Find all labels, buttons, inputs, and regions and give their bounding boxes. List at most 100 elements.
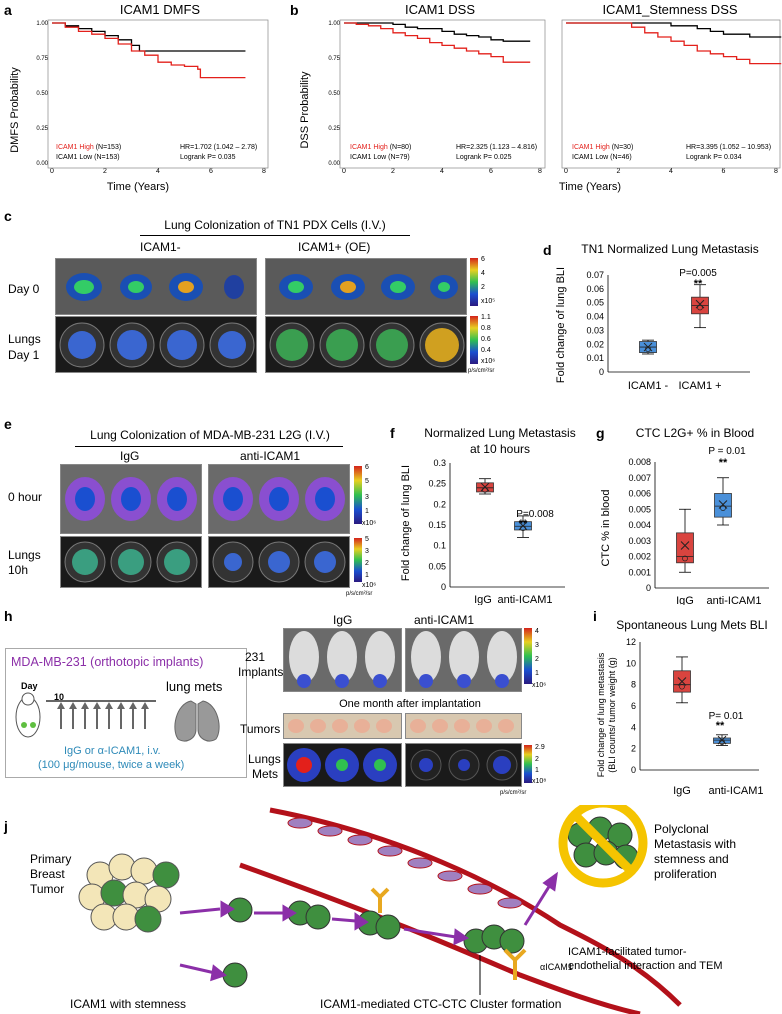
y-tick-label: 0.06 bbox=[586, 284, 604, 294]
plot-frame bbox=[47, 19, 269, 169]
y-tick-label: 0.005 bbox=[628, 504, 651, 514]
day10-label: 10 bbox=[54, 692, 65, 702]
scale-tick: 3 bbox=[365, 494, 369, 501]
y-tick-label: 0.008 bbox=[628, 457, 651, 467]
lung-bli-signal bbox=[59, 322, 255, 368]
x-tick-label: 2 bbox=[617, 168, 621, 175]
legend-low: ICAM1 Low (N=46) bbox=[572, 154, 632, 161]
y-tick-label: 0.04 bbox=[586, 312, 604, 322]
x-tick-label: 8 bbox=[538, 168, 542, 175]
group-label-neg: ICAM1- bbox=[140, 240, 181, 254]
model-label: MDA-MB-231 (orthotopic implants) bbox=[11, 655, 204, 669]
y-ticks: 1.00 0.75 0.50 0.25 0.00 bbox=[328, 21, 340, 167]
y-ticks: 0.3 0.25 0.2 0.15 0.1 0.05 0 bbox=[428, 458, 446, 592]
bli-image-neg-day0 bbox=[55, 258, 257, 315]
x-tick-label: 4 bbox=[156, 168, 160, 175]
logrank-p: Logrank P= 0.035 bbox=[180, 154, 236, 161]
y-tick-label: 2 bbox=[631, 744, 636, 754]
x-tick-label: 6 bbox=[722, 168, 726, 175]
y-ticks: 12 10 8 6 4 2 0 bbox=[626, 637, 636, 775]
scale-tick: 6 bbox=[481, 256, 485, 263]
y-tick-label: 0.1 bbox=[433, 541, 446, 551]
km-chart-stemness-dss: 0 2 4 6 8 ICAM1 High (N=30) ICAM1 Low (N=46)… bbox=[559, 19, 782, 193]
y-axis-label: CTC % in blood bbox=[600, 489, 612, 566]
dose-arrowhead bbox=[141, 702, 149, 709]
lung-bli-signal bbox=[410, 749, 518, 781]
mean-marker bbox=[677, 677, 687, 686]
p-value: P=0.005 bbox=[679, 268, 717, 279]
data-point bbox=[645, 346, 651, 352]
y-tick-label: 0 bbox=[646, 583, 651, 593]
row-label-0hour: 0 hour bbox=[8, 490, 43, 504]
dose-arrowhead bbox=[57, 702, 65, 709]
vessel-wall bbox=[239, 862, 641, 1014]
scale-tick: 1 bbox=[535, 670, 539, 677]
y-tick-label: 0 bbox=[441, 582, 446, 592]
y-axis-label: Fold change of lung BLI bbox=[400, 465, 412, 581]
significance-stars: ** bbox=[719, 457, 728, 469]
color-scale-bar bbox=[524, 745, 532, 783]
poly-text-3: stemness and bbox=[654, 852, 729, 866]
row-label-10h: 10h bbox=[8, 563, 29, 577]
data-point bbox=[679, 683, 685, 690]
bli-image-igg-lungs bbox=[283, 743, 402, 787]
row-label-tumors: Tumors bbox=[240, 722, 281, 736]
series-line-high bbox=[344, 22, 531, 63]
title-underline bbox=[140, 235, 410, 236]
panel-j-label: j bbox=[4, 818, 8, 834]
y-tick-label: 0.007 bbox=[628, 473, 651, 483]
scale-tick: 1 bbox=[365, 508, 369, 515]
series-line-high bbox=[52, 22, 246, 79]
poly-text-2: Metastasis with bbox=[654, 837, 736, 851]
dose-arrowhead bbox=[69, 702, 77, 709]
y-tick-label: 0.15 bbox=[428, 520, 446, 530]
mouse-bli-signal bbox=[213, 477, 345, 521]
dose-arrowhead bbox=[117, 702, 125, 709]
y-tick-label: 0.02 bbox=[586, 339, 604, 349]
mouse-bli-signal bbox=[66, 273, 244, 301]
panel-c-title: Lung Colonization of TN1 PDX Cells (I.V.… bbox=[164, 218, 386, 232]
x-tick-label: 4 bbox=[669, 168, 673, 175]
color-scale-bar bbox=[354, 538, 362, 582]
p-value: P= 0.01 bbox=[709, 711, 744, 722]
series-line-high bbox=[566, 22, 782, 65]
lung-icon bbox=[174, 700, 220, 742]
x-axis-label: Time (Years) bbox=[107, 181, 169, 193]
y-tick-label: 0.50 bbox=[328, 91, 340, 97]
scale-unit: x10⁶ bbox=[481, 358, 496, 365]
plot-frame bbox=[339, 19, 546, 169]
scale-tick: 5 bbox=[365, 536, 369, 543]
model-diagram: Polyclonal Metastasis with stemness and … bbox=[30, 805, 736, 1014]
box-plot-tn1: Fold change of lung BLI 0.07 0.06 0.05 0.04… bbox=[555, 267, 750, 392]
panel-b1-title: ICAM1 DSS bbox=[404, 2, 476, 17]
plot-frame bbox=[561, 19, 781, 169]
bli-image-pos-day1 bbox=[265, 316, 467, 373]
y-tick-label: 0.75 bbox=[328, 56, 340, 62]
group-label-igg: IgG bbox=[120, 449, 140, 463]
bli-image-igg-implants bbox=[283, 628, 402, 692]
y-tick-label: 4 bbox=[631, 722, 636, 732]
series-line-low bbox=[566, 22, 782, 38]
cluster-label: ICAM1-mediated CTC-CTC Cluster formation bbox=[320, 997, 561, 1011]
prohibited-icon bbox=[558, 805, 648, 888]
significance-stars: ** bbox=[519, 518, 528, 530]
y-tick-label: 0 bbox=[599, 367, 604, 377]
category-label: anti-ICAM1 bbox=[497, 594, 552, 605]
significance-stars: ** bbox=[694, 278, 703, 290]
color-scale-bar bbox=[524, 628, 532, 684]
y-tick-label: 0.25 bbox=[328, 126, 340, 132]
tumor-photo-anti bbox=[405, 713, 522, 739]
y-tick-label: 0 bbox=[631, 765, 636, 775]
data-point bbox=[720, 505, 726, 511]
poly-text-4: proliferation bbox=[654, 867, 717, 881]
icam1-antibody-icon bbox=[370, 887, 527, 980]
panel-f-subtitle: at 10 hours bbox=[469, 442, 531, 456]
box bbox=[676, 532, 694, 564]
series-line-low bbox=[52, 22, 246, 52]
bli-image-anti-implants bbox=[405, 628, 522, 692]
mouse-bli-signal bbox=[411, 631, 517, 688]
panel-a-label: a bbox=[4, 2, 12, 18]
y-tick-label: 0.003 bbox=[628, 536, 651, 546]
hazard-ratio: HR=3.395 (1.052 – 10.953) bbox=[686, 144, 771, 151]
y-axis-label: DSS Probability bbox=[299, 71, 311, 149]
